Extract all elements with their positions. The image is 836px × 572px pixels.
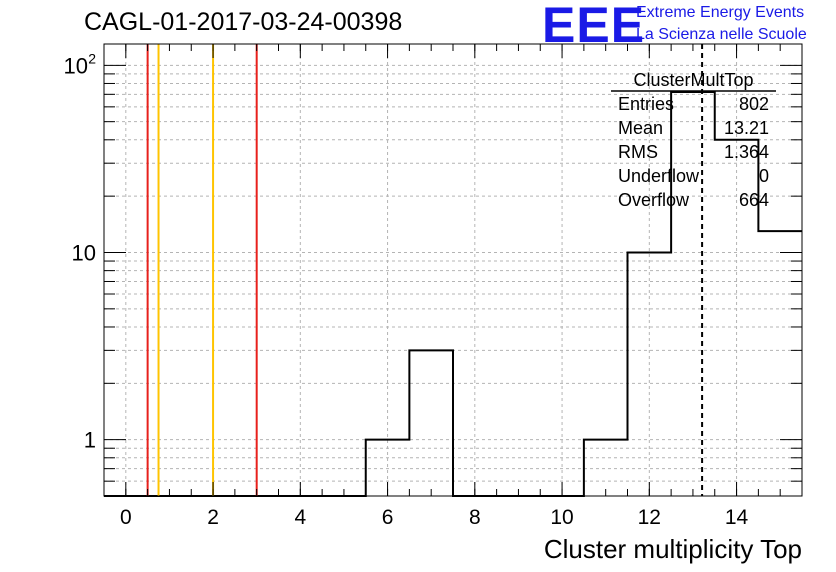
stats-label: Mean <box>618 118 663 138</box>
stats-value: 1.364 <box>724 142 769 162</box>
stats-label: RMS <box>618 142 658 162</box>
y-tick-label: 10 <box>72 240 96 265</box>
y-tick-label: 10 <box>64 53 88 78</box>
stats-title: ClusterMultTop <box>633 70 753 90</box>
x-tick-label: 4 <box>294 506 306 529</box>
stats-value: 13.21 <box>724 118 769 138</box>
reference-lines <box>146 44 704 496</box>
y-tick-exponent: 2 <box>88 50 96 66</box>
stats-label: Underflow <box>618 166 700 186</box>
y-tick-label: 1 <box>84 428 96 453</box>
run-title: CAGL-01-2017-03-24-00398 <box>84 8 403 36</box>
eee-logo: EEE <box>542 0 646 53</box>
stats-label: Overflow <box>618 190 690 210</box>
x-tick-label: 12 <box>638 506 661 529</box>
x-tick-label: 6 <box>382 506 394 529</box>
x-tick-label: 10 <box>550 506 573 529</box>
stats-value: 802 <box>739 94 769 114</box>
stats-label: Entries <box>618 94 674 114</box>
x-tick-label: 14 <box>725 506 749 529</box>
x-axis-label: Cluster multiplicity Top <box>544 534 802 564</box>
stats-value: 0 <box>759 166 769 186</box>
stats-value: 664 <box>739 190 769 210</box>
x-tick-label: 2 <box>207 506 219 529</box>
logo-subtitle-1: Extreme Energy Events <box>636 4 805 21</box>
logo-subtitle-2: La Scienza nelle Scuole <box>636 26 807 43</box>
x-tick-label: 8 <box>469 506 481 529</box>
x-tick-label: 0 <box>120 506 132 529</box>
stats-box: ClusterMultTop Entries 802 Mean 13.21 RMS 1.36… <box>611 70 776 210</box>
